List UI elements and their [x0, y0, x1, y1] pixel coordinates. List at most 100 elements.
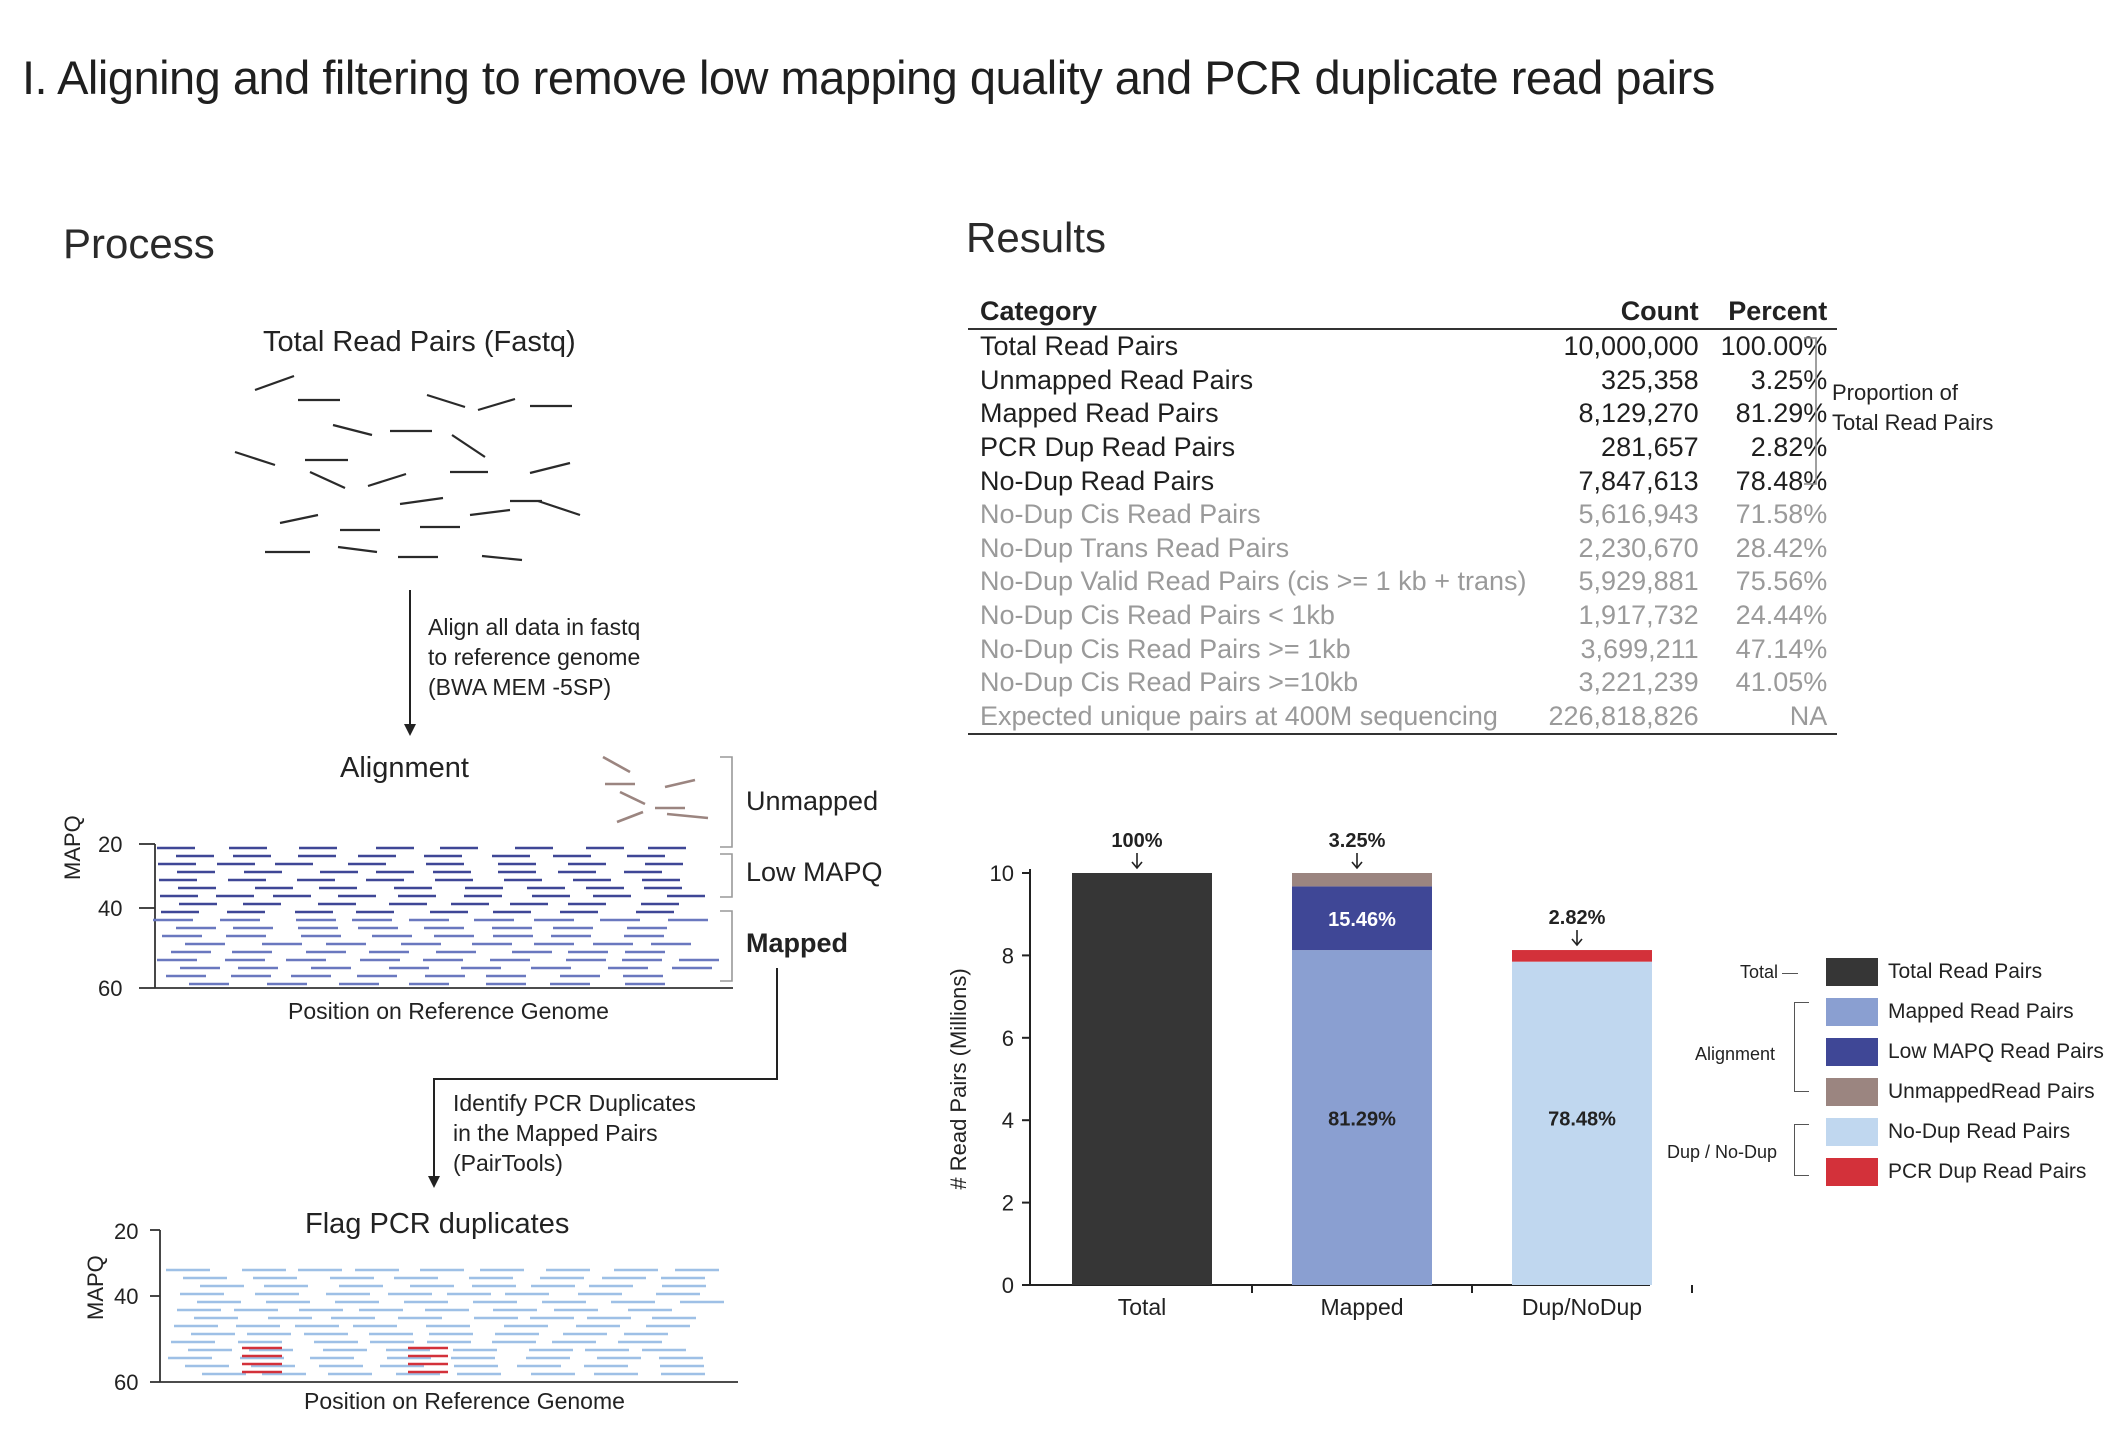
cell-count: 226,818,826 [1536, 699, 1709, 736]
table-row: Total Read Pairs 10,000,000 100.00% [968, 329, 1837, 364]
bar-segment [1292, 886, 1432, 951]
cell-category: No-Dup Read Pairs [980, 465, 1215, 496]
cell-category: Expected unique pairs at 400M sequencing [968, 699, 1537, 736]
cell-category: No-Dup Trans Read Pairs [980, 532, 1290, 563]
mapq-tick-40: 40 [98, 896, 123, 921]
table-row: Unmapped Read Pairs 325,358 3.25% [968, 364, 1837, 398]
legend-label: Mapped Read Pairs [1888, 1000, 2074, 1023]
legend-bracket [1794, 1124, 1809, 1176]
table-row: PCR Dup Read Pairs 281,657 2.82% [968, 431, 1837, 465]
mapq-tick-60: 60 [98, 976, 123, 1001]
x-tick-label: Total [1118, 1294, 1167, 1320]
x-tick-label: Mapped [1320, 1294, 1403, 1320]
table-row: No-Dup Cis Read Pairs >=10kb 3,221,239 41.… [968, 666, 1837, 700]
label-lowmapq-pct: 15.46% [1328, 909, 1396, 931]
annotation-arrowhead [1351, 861, 1363, 870]
flag-pcr-label: Flag PCR duplicates [305, 1208, 570, 1240]
stacked-bar-chart: 0 2 4 6 8 10 # Read Pairs (Millions) Total 100% M… [946, 830, 1693, 1320]
cell-category: No-Dup Cis Read Pairs < 1kb [980, 600, 1335, 631]
table-row: No-Dup Trans Read Pairs 2,230,670 28.42% [968, 532, 1837, 566]
x-tick-label: Dup/NoDup [1522, 1294, 1642, 1320]
cell-count: 1,917,732 [1578, 600, 1699, 631]
cell-category: Unmapped Read Pairs [980, 364, 1254, 395]
cell-percent: 47.14% [1735, 633, 1828, 664]
low-mapq-label: Low MAPQ [746, 857, 883, 887]
table-row: No-Dup Cis Read Pairs >= 1kb 3,699,211 47.… [968, 632, 1837, 666]
process-heading: Process [63, 220, 215, 267]
legend-label: PCR Dup Read Pairs [1888, 1160, 2087, 1183]
cell-category: Mapped Read Pairs [980, 398, 1219, 429]
legend-swatch [1826, 998, 1878, 1026]
col-category: Category [968, 292, 1537, 330]
legend-swatch [1826, 1038, 1878, 1066]
mapq2-tick-40: 40 [114, 1284, 139, 1309]
legend-swatch [1826, 1078, 1878, 1106]
table-row: Mapped Read Pairs 8,129,270 81.29% [968, 397, 1837, 431]
legend-item: Total Read Pairs [1826, 958, 2042, 986]
cell-count: 2,230,670 [1578, 532, 1699, 563]
table-row: No-Dup Cis Read Pairs 5,616,943 71.58% [968, 498, 1837, 532]
flag-reads-plot [150, 1229, 738, 1383]
mapq2-tick-20: 20 [114, 1219, 139, 1244]
legend-dash [1782, 973, 1798, 974]
table-row: Expected unique pairs at 400M sequencing… [968, 699, 1838, 736]
col-percent: Percent [1708, 292, 1838, 330]
proportion-note: Proportion of Total Read Pairs [1832, 380, 1994, 435]
bar-segment [1512, 961, 1652, 1285]
legend-item: Low MAPQ Read Pairs [1826, 1038, 2104, 1066]
raw-reads-illustration [234, 374, 581, 562]
total-read-pairs-label: Total Read Pairs (Fastq) [263, 326, 576, 358]
cell-percent: 2.82% [1750, 432, 1828, 463]
bar-segment [1292, 873, 1432, 887]
cell-percent: 78.48% [1735, 465, 1828, 496]
cell-category: No-Dup Cis Read Pairs [980, 499, 1261, 530]
proportion-bracket [1804, 337, 1817, 485]
cell-percent: 3.25% [1750, 364, 1828, 395]
position-label-2: Position on Reference Genome [304, 1388, 625, 1414]
y-tick-label: 0 [1002, 1273, 1014, 1298]
cell-percent: NA [1708, 699, 1838, 736]
cell-count: 7,847,613 [1578, 465, 1699, 496]
table-row: No-Dup Cis Read Pairs < 1kb 1,917,732 24.4… [968, 599, 1837, 633]
legend-label: Total Read Pairs [1888, 960, 2043, 983]
align-arrow [404, 590, 416, 736]
cell-category: PCR Dup Read Pairs [980, 432, 1236, 463]
y-tick-label: 4 [1002, 1108, 1014, 1133]
legend-swatch [1826, 1118, 1878, 1146]
alignment-reads-plot [139, 843, 733, 989]
cell-count: 3,221,239 [1578, 667, 1699, 698]
annotation-arrowhead [1571, 938, 1583, 947]
legend-group-label: Total [1740, 962, 1779, 982]
legend-label: No-Dup Read Pairs [1888, 1120, 2071, 1143]
cell-count: 8,129,270 [1578, 398, 1699, 429]
pcr-step-text: Identify PCR Duplicates in the Mapped Pa… [453, 1090, 696, 1176]
position-label-1: Position on Reference Genome [288, 998, 609, 1024]
y-tick-label: 10 [990, 861, 1014, 886]
mapq-axis-label: MAPQ [60, 815, 85, 880]
mapq2-tick-60: 60 [114, 1370, 139, 1395]
y-tick-label: 2 [1002, 1191, 1014, 1216]
alignment-label: Alignment [340, 752, 469, 784]
legend-label: Low MAPQ Read Pairs [1888, 1040, 2104, 1063]
legend-label: UnmappedRead Pairs [1888, 1080, 2095, 1103]
col-count: Count [1536, 292, 1709, 330]
align-step-text: Align all data in fastq to reference gen… [428, 614, 641, 700]
alignment-brackets [720, 756, 733, 982]
cell-percent: 81.29% [1735, 398, 1828, 429]
label-nodup-pct: 78.48% [1548, 1109, 1616, 1131]
unmapped-reads-illustration [602, 755, 709, 824]
legend-item: No-Dup Read Pairs [1826, 1118, 2070, 1146]
cell-count: 5,929,881 [1578, 566, 1699, 597]
cell-category: No-Dup Cis Read Pairs >=10kb [980, 667, 1359, 698]
y-tick-label: 6 [1002, 1026, 1014, 1051]
y-tick-label: 8 [1002, 943, 1014, 968]
legend-item: PCR Dup Read Pairs [1826, 1158, 2086, 1186]
legend-item: Mapped Read Pairs [1826, 998, 2074, 1026]
legend-bracket [1794, 1002, 1809, 1092]
y-axis-label: # Read Pairs (Millions) [946, 968, 971, 1189]
cell-count: 10,000,000 [1563, 331, 1699, 362]
bar-segment [1072, 873, 1212, 1285]
top-annotation: 100% [1111, 830, 1162, 852]
label-mapped-pct: 81.29% [1328, 1109, 1396, 1131]
mapped-label: Mapped [746, 928, 849, 958]
